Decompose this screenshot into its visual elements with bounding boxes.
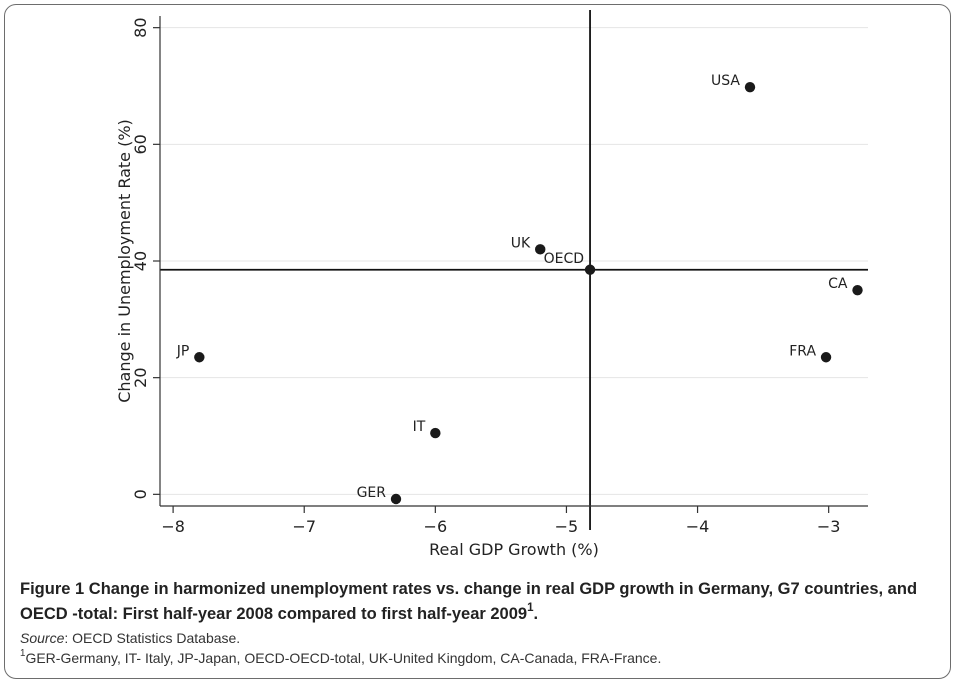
caption-footnote: 1GER-Germany, IT- Italy, JP-Japan, OECD-… bbox=[20, 648, 935, 668]
point-oecd bbox=[584, 264, 596, 275]
caption-title-end: . bbox=[533, 605, 539, 623]
x-axis-label: Real GDP Growth (%) bbox=[429, 540, 599, 559]
x-tick-label: −8 bbox=[161, 517, 185, 536]
caption-title: Figure 1 Change in harmonized unemployme… bbox=[20, 577, 935, 627]
point-label-uk: UK bbox=[511, 235, 531, 251]
scatter-chart: 0 20 40 60 80 −8 −7 −6 −5 −4 −3 USA UK OECD CA JP FRA IT… bbox=[115, 10, 868, 559]
point-label-oecd: OECD bbox=[544, 251, 584, 267]
x-tick-label: −4 bbox=[686, 517, 710, 536]
point-it bbox=[430, 427, 441, 439]
x-tick-label: −5 bbox=[555, 517, 579, 536]
x-tick-label: −6 bbox=[424, 517, 448, 536]
figure-label: Figure 1 bbox=[20, 580, 85, 598]
point-label-it: IT bbox=[413, 419, 426, 435]
point-label-ger: GER bbox=[357, 485, 387, 501]
source-text: : OECD Statistics Database. bbox=[64, 630, 241, 646]
caption-source: Source: OECD Statistics Database. bbox=[20, 628, 935, 648]
y-tick-label: 20 bbox=[131, 367, 150, 387]
y-axis-label: Change in Unemployment Rate (%) bbox=[115, 119, 134, 403]
point-ger bbox=[390, 493, 402, 505]
x-tick-label: −7 bbox=[292, 517, 316, 536]
y-tick-label: 40 bbox=[131, 251, 150, 271]
figure-frame bbox=[4, 4, 951, 679]
y-tick-label: 0 bbox=[131, 489, 150, 499]
footnote-text: GER-Germany, IT- Italy, JP-Japan, OECD-O… bbox=[25, 650, 662, 666]
point-jp bbox=[194, 352, 205, 363]
point-label-fra: FRA bbox=[789, 343, 816, 359]
x-tick-label: −3 bbox=[817, 517, 841, 536]
caption-title-text: Change in harmonized unemployment rates … bbox=[20, 580, 918, 623]
point-fra bbox=[820, 352, 832, 363]
point-label-jp: JP bbox=[176, 343, 190, 359]
y-tick-label: 60 bbox=[131, 134, 150, 154]
ticks: 0 20 40 60 80 −8 −7 −6 −5 −4 −3 bbox=[131, 17, 840, 536]
point-uk bbox=[535, 244, 546, 255]
point-label-ca: CA bbox=[828, 276, 848, 292]
data-points: USA UK OECD CA JP FRA IT GER bbox=[176, 73, 863, 505]
grid-lines bbox=[160, 27, 868, 495]
caption-title-footnote-mark: 1 bbox=[527, 602, 534, 615]
footnote-mark: 1 bbox=[20, 648, 26, 660]
point-usa bbox=[744, 81, 756, 93]
point-label-usa: USA bbox=[711, 73, 740, 89]
y-tick-label: 80 bbox=[131, 17, 150, 37]
source-label: Source bbox=[20, 630, 65, 646]
figure-caption: Figure 1 Change in harmonized unemployme… bbox=[20, 577, 935, 668]
reference-lines bbox=[160, 10, 868, 530]
point-ca bbox=[852, 284, 863, 296]
